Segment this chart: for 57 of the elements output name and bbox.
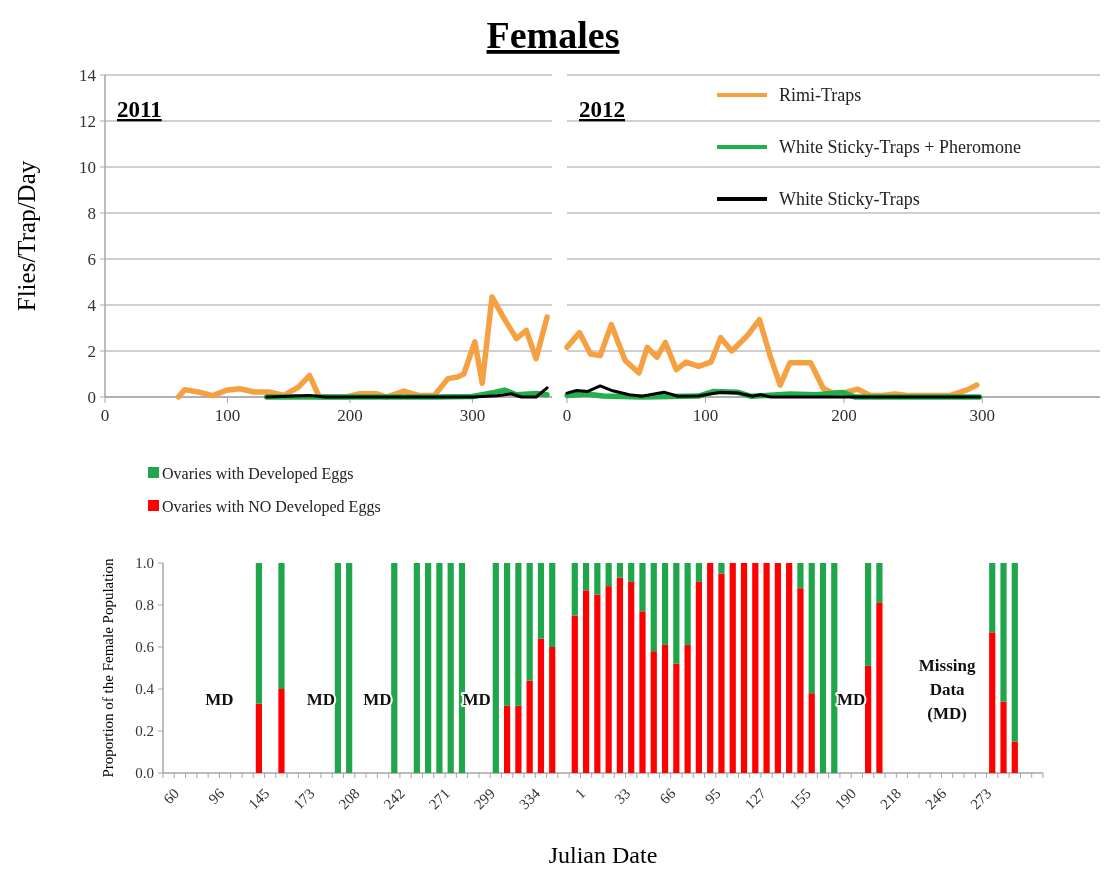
x-tick-label: 173	[290, 785, 318, 813]
x-tick-label: 66	[656, 784, 679, 808]
y-tick-label: 6	[87, 249, 96, 269]
annotation: MD	[205, 690, 234, 710]
x-tick-label: 299	[470, 785, 499, 813]
annotation: MD	[837, 690, 866, 710]
y-axis-title: Proportion of the Female Population	[100, 557, 116, 778]
x-tick-label: 60	[160, 785, 183, 808]
x-tick-label: 0	[562, 406, 572, 425]
y-tick-label: 0.8	[135, 597, 154, 614]
y-tick-label: 1.0	[135, 555, 154, 572]
legend-label: Ovaries with NO Developed Eggs	[162, 497, 381, 516]
legend-label: White Sticky-Traps + Pheromone	[779, 137, 1021, 158]
x-tick-label: 33	[611, 785, 634, 808]
y-tick-label: 4	[87, 295, 97, 315]
x-tick-label: 145	[245, 785, 273, 813]
text: 2011	[117, 97, 162, 122]
y-tick-label: 8	[87, 203, 96, 223]
x-tick-label: 96	[205, 784, 228, 808]
x-tick-label: 127	[741, 784, 770, 813]
y-tick-label: 0.6	[135, 639, 155, 656]
x-tick-label: 155	[786, 785, 814, 813]
x-axis-title: Julian Date	[548, 842, 658, 868]
x-tick-label: 218	[877, 785, 905, 813]
x-tick-label: 1	[571, 785, 589, 802]
text: 2012	[579, 97, 625, 122]
x-tick-label: 200	[337, 406, 363, 425]
x-tick-label: 273	[967, 785, 995, 813]
y-tick-label: 12	[79, 111, 96, 131]
x-tick-label: 242	[380, 785, 408, 813]
y-axis-title: Flies/Trap/Day	[13, 160, 40, 312]
x-tick-label: 200	[831, 406, 857, 425]
x-tick-label: 100	[214, 406, 241, 425]
legend-label: Rimi-Traps	[779, 85, 862, 106]
chart-title: Females	[486, 14, 620, 56]
x-tick-label: 334	[515, 784, 544, 813]
x-tick-label: 0	[100, 406, 110, 425]
legend-label: Ovaries with Developed Eggs	[162, 464, 354, 483]
annotation: MD	[306, 690, 336, 710]
x-tick-label: 246	[922, 784, 950, 813]
y-tick-label: 14	[79, 65, 97, 85]
x-tick-label: 100	[692, 406, 719, 425]
x-tick-label: 208	[335, 785, 363, 813]
y-tick-label: 0.0	[135, 765, 154, 782]
y-tick-label: 10	[79, 157, 96, 177]
annotation: MD	[363, 690, 392, 710]
annotation: Missing Data (MD)	[918, 655, 976, 723]
x-tick-label: 300	[459, 406, 486, 425]
y-tick-label: 0.2	[135, 723, 154, 740]
y-tick-label: 0.4	[135, 681, 155, 698]
x-tick-label: 95	[701, 785, 724, 808]
legend-label: White Sticky-Traps	[779, 189, 920, 210]
x-tick-label: 190	[831, 785, 860, 813]
x-tick-label: 271	[425, 785, 453, 813]
y-tick-label: 2	[87, 341, 96, 361]
y-tick-label: 0	[87, 387, 96, 407]
x-tick-label: 300	[969, 406, 996, 425]
